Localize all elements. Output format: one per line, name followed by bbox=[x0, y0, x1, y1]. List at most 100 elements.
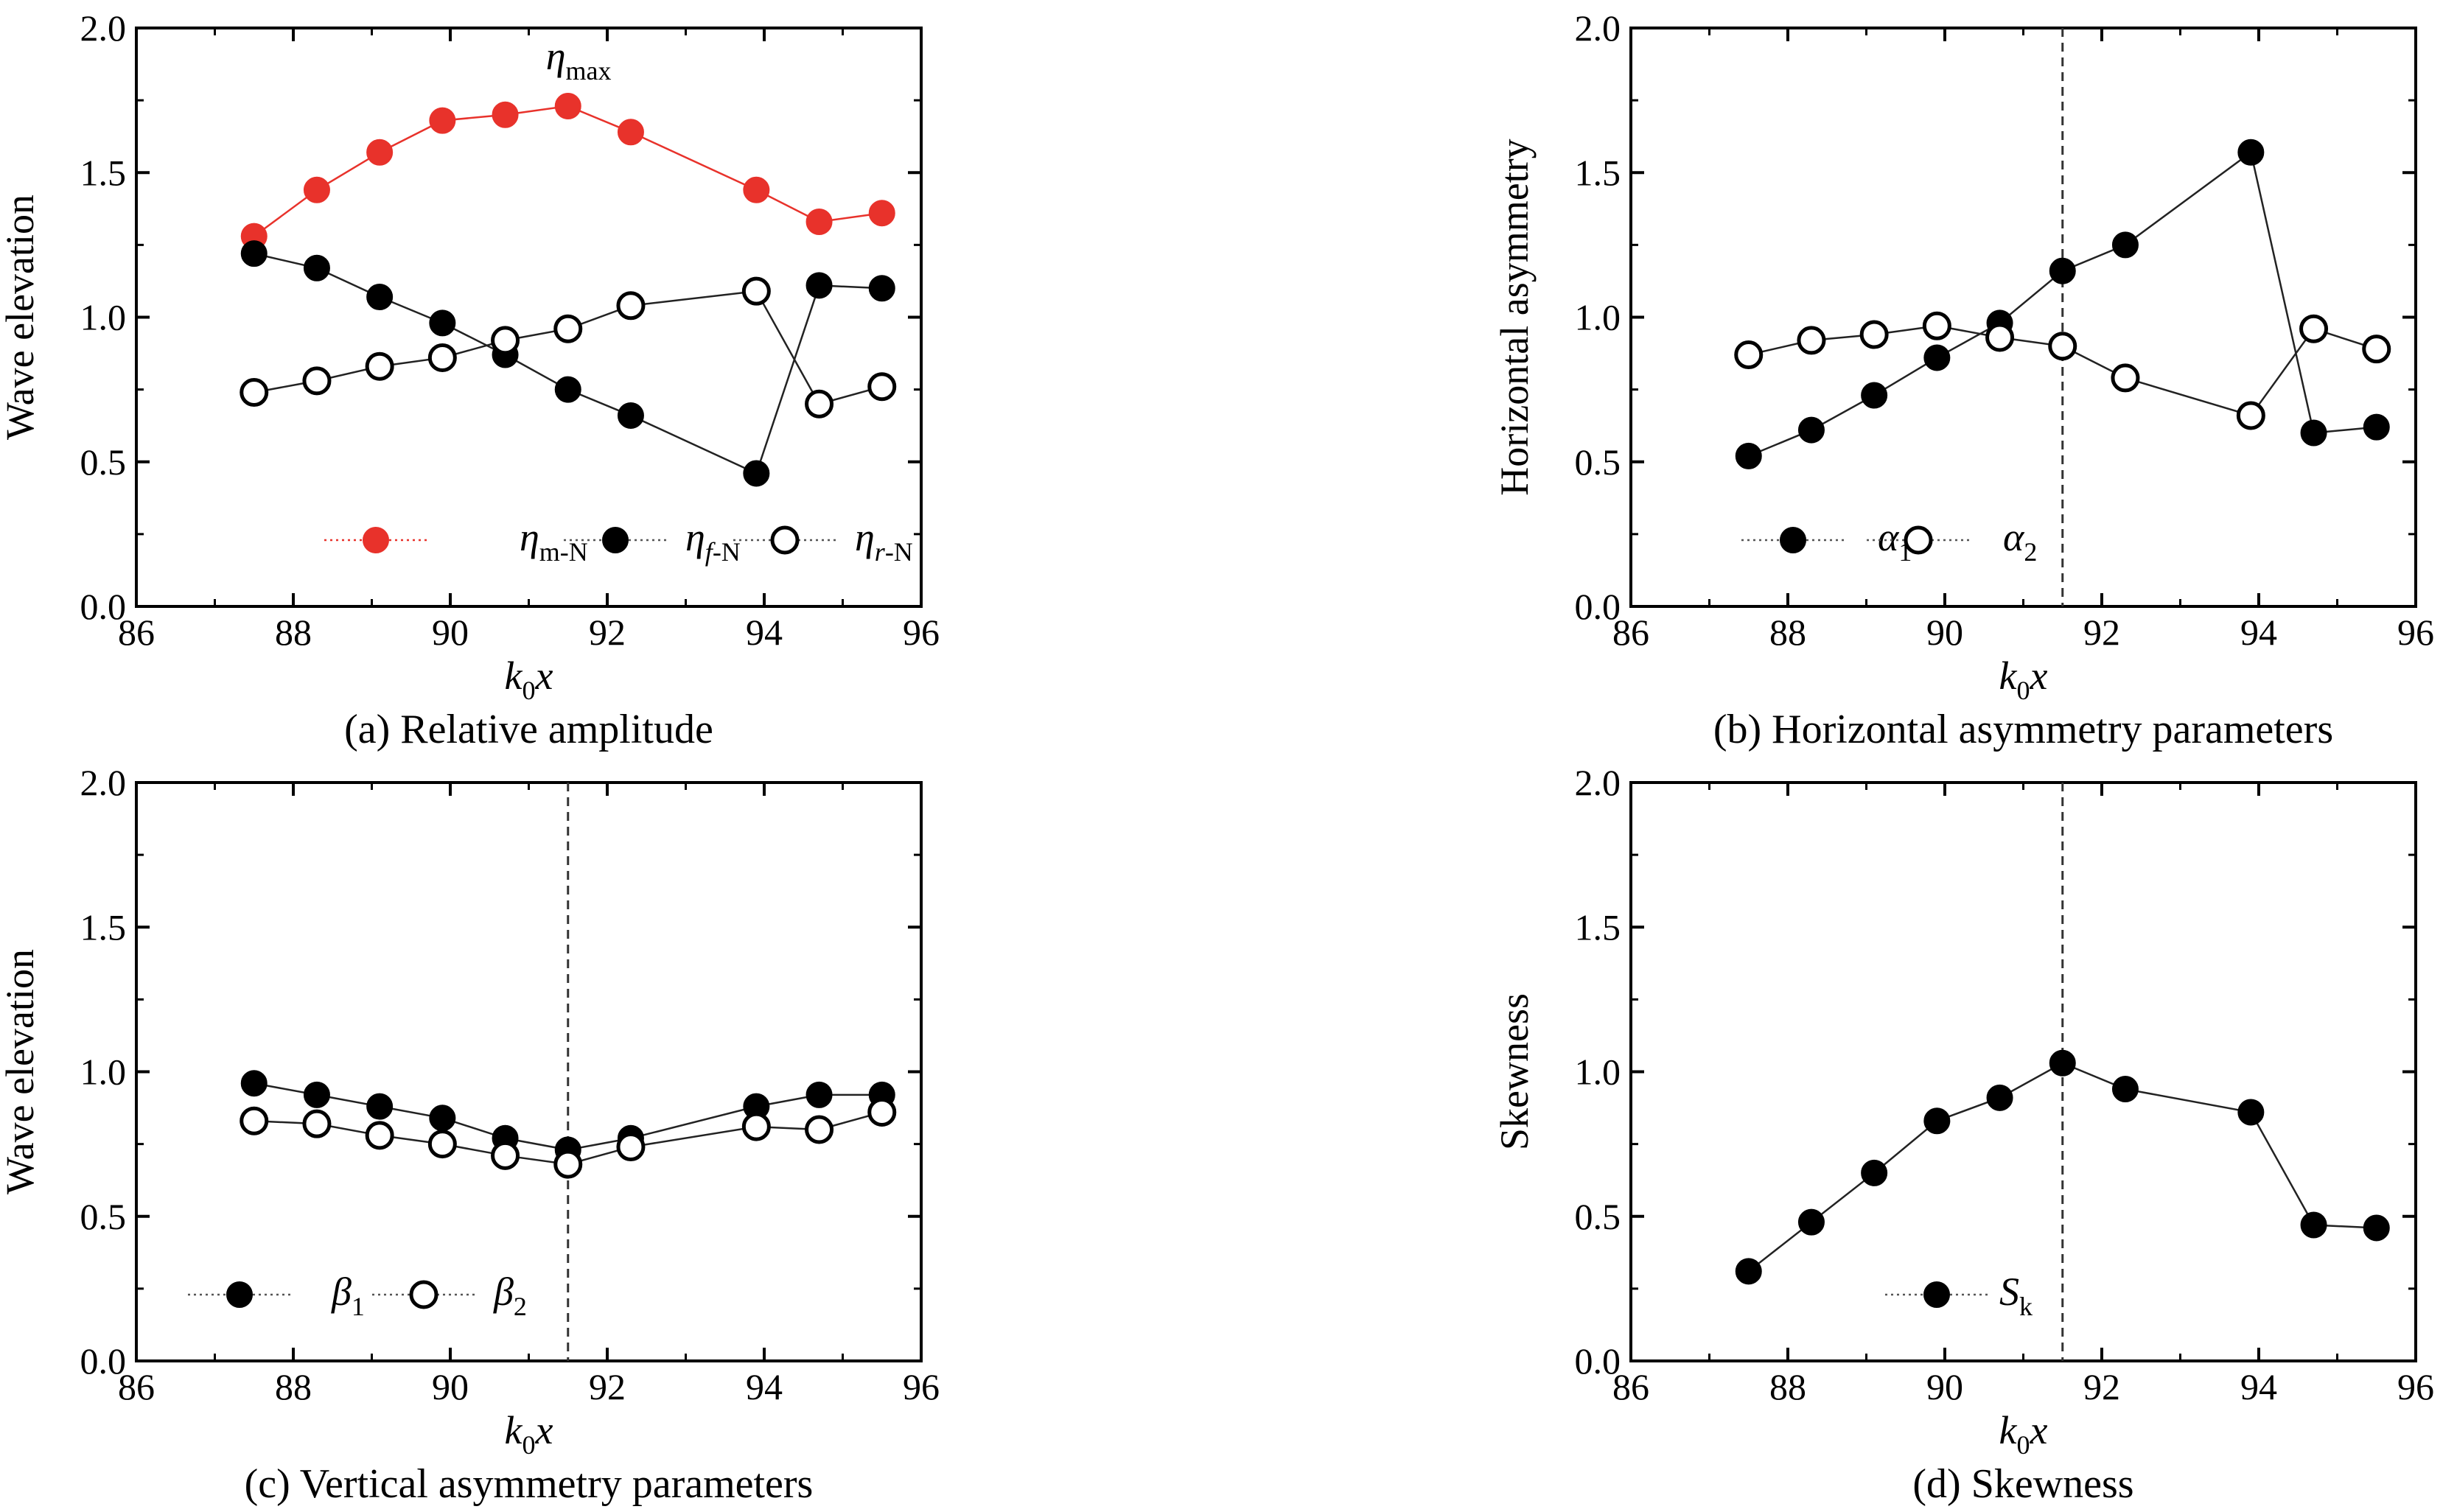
x-tick-label: 92 bbox=[2083, 612, 2120, 653]
y-axis-label: Wave elevation bbox=[0, 195, 42, 440]
series-line bbox=[1748, 150, 2377, 458]
data-point bbox=[302, 366, 332, 396]
legend-label: ηf-N bbox=[685, 515, 741, 567]
data-point bbox=[366, 139, 394, 166]
data-point bbox=[2049, 1049, 2076, 1077]
data-point bbox=[303, 254, 330, 281]
data-point bbox=[1923, 344, 1951, 371]
y-tick-label: 1.0 bbox=[1575, 1051, 1621, 1093]
data-point bbox=[491, 1141, 520, 1170]
panel-b: 86 88 90 92 94 96 0.0 0.5 1.0 1.5 2.0 Horizontal as… bbox=[1492, 7, 2434, 752]
x-tick-label: 92 bbox=[589, 1366, 626, 1407]
y-tick-label: 0.0 bbox=[80, 586, 127, 627]
data-point bbox=[2299, 314, 2329, 343]
legend-label: β1 bbox=[331, 1270, 365, 1321]
x-tick-label: 90 bbox=[432, 1366, 469, 1407]
data-point bbox=[2111, 363, 2140, 393]
series-line bbox=[1748, 325, 2377, 417]
data-point bbox=[743, 176, 770, 203]
data-point bbox=[2237, 139, 2265, 166]
x-tick-label: 94 bbox=[746, 1366, 783, 1407]
x-tick-label: 86 bbox=[1612, 1366, 1649, 1407]
data-point bbox=[805, 1115, 834, 1144]
y-axis-label: Horizontal asymmetry bbox=[1492, 139, 1537, 495]
data-point bbox=[1797, 326, 1826, 355]
data-point bbox=[553, 314, 583, 343]
data-point bbox=[1861, 382, 1888, 409]
legend-marker bbox=[1923, 1281, 1950, 1308]
y-tick-label: 1.0 bbox=[80, 297, 127, 338]
y-tick-label: 1.5 bbox=[80, 152, 127, 193]
legend-item-0: Sk bbox=[1885, 1270, 2033, 1321]
data-point bbox=[867, 372, 897, 402]
y-tick-label: 0.5 bbox=[1575, 441, 1621, 483]
x-tick-label: 86 bbox=[118, 612, 155, 653]
x-axis-label: k0x bbox=[505, 654, 553, 705]
data-point bbox=[1985, 323, 2015, 352]
panel-c: 86 88 90 92 94 96 0.0 0.5 1.0 1.5 2.0 Wave elevatio… bbox=[0, 762, 940, 1507]
y-tick-label: 0.5 bbox=[80, 1196, 127, 1237]
legend-marker bbox=[1780, 527, 1806, 553]
data-point bbox=[240, 1070, 268, 1097]
series-0 bbox=[240, 92, 895, 250]
data-point bbox=[1735, 442, 1762, 469]
series-1 bbox=[240, 1097, 897, 1179]
data-point bbox=[2236, 401, 2265, 430]
panel-caption: (c) Vertical asymmetry parameters bbox=[245, 1461, 814, 1507]
y-tick-label: 1.5 bbox=[1575, 906, 1621, 948]
data-point bbox=[365, 351, 394, 381]
y-tick-label: 1.0 bbox=[1575, 297, 1621, 338]
data-point bbox=[805, 208, 833, 235]
panel-a: 86 88 90 92 94 96 0.0 0.5 1.0 1.5 2.0 Wave elevatio… bbox=[0, 7, 940, 752]
legend-item-0: α1 bbox=[1741, 515, 1912, 567]
legend-label: ηr-N bbox=[855, 515, 913, 567]
legend-item-1: α2 bbox=[1867, 515, 2037, 567]
data-point bbox=[303, 1081, 330, 1108]
series-line bbox=[254, 252, 882, 475]
x-tick-label: 94 bbox=[746, 612, 783, 653]
panel-caption: (d) Skewness bbox=[1912, 1461, 2133, 1507]
y-tick-label: 1.5 bbox=[80, 906, 127, 948]
legend-marker bbox=[1904, 525, 1933, 555]
legend-marker bbox=[602, 527, 629, 553]
data-point bbox=[805, 1081, 833, 1108]
y-tick-label: 1.0 bbox=[80, 1051, 127, 1093]
data-point bbox=[616, 291, 646, 321]
series-line bbox=[254, 290, 883, 405]
legend-marker bbox=[770, 525, 800, 555]
legend-marker bbox=[363, 527, 389, 553]
legend-label: ηm-N bbox=[520, 515, 588, 567]
data-point bbox=[1797, 1208, 1825, 1236]
data-point bbox=[2363, 413, 2390, 441]
series-line bbox=[254, 1082, 882, 1151]
data-point bbox=[868, 200, 895, 227]
x-tick-label: 96 bbox=[2397, 1366, 2434, 1407]
legend-label: β2 bbox=[493, 1270, 527, 1321]
legend-item-1: ηf-N bbox=[564, 515, 741, 567]
data-point bbox=[429, 107, 456, 134]
peak-annotation: ηmax bbox=[546, 34, 612, 85]
data-point bbox=[741, 276, 771, 306]
data-point bbox=[240, 1106, 269, 1135]
data-point bbox=[2237, 1099, 2265, 1126]
y-tick-label: 2.0 bbox=[80, 762, 127, 803]
data-point bbox=[365, 1121, 394, 1150]
data-point bbox=[429, 309, 456, 337]
series-2 bbox=[240, 276, 897, 419]
x-axis-label: k0x bbox=[505, 1408, 553, 1460]
panel-caption: (a) Relative amplitude bbox=[344, 707, 713, 752]
data-point bbox=[2300, 419, 2327, 447]
data-point bbox=[491, 326, 520, 355]
data-point bbox=[616, 1133, 646, 1162]
y-axis-label: Wave elevation bbox=[0, 949, 42, 1194]
x-tick-label: 96 bbox=[2397, 612, 2434, 653]
y-tick-label: 2.0 bbox=[1575, 7, 1621, 49]
data-point bbox=[1735, 1258, 1762, 1285]
data-point bbox=[805, 272, 833, 299]
x-tick-label: 96 bbox=[903, 612, 940, 653]
x-tick-label: 88 bbox=[275, 1366, 312, 1407]
data-point bbox=[1986, 1084, 2013, 1111]
data-point bbox=[2049, 257, 2076, 284]
x-tick-label: 92 bbox=[2083, 1366, 2120, 1407]
y-tick-label: 0.5 bbox=[80, 441, 127, 483]
